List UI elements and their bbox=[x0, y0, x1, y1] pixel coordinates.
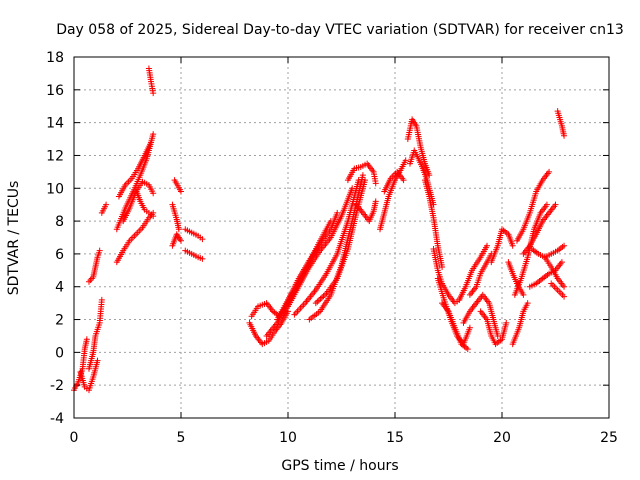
y-tick-label: 2 bbox=[55, 313, 64, 329]
data-track bbox=[98, 201, 110, 216]
data-point bbox=[561, 132, 568, 139]
data-track bbox=[509, 300, 531, 348]
data-track bbox=[85, 247, 103, 285]
data-track bbox=[439, 300, 471, 353]
data-track bbox=[344, 160, 379, 187]
data-track bbox=[171, 177, 184, 195]
y-tick-label: 6 bbox=[55, 247, 64, 263]
data-track bbox=[169, 201, 182, 233]
data-track bbox=[182, 226, 206, 243]
data-track bbox=[133, 186, 157, 220]
x-tick-labels: 0 5 10 15 20 25 bbox=[70, 430, 618, 446]
data-point bbox=[484, 242, 491, 249]
data-track bbox=[477, 308, 510, 348]
x-tick-label: 15 bbox=[386, 430, 404, 446]
data-point bbox=[103, 201, 110, 208]
data-point bbox=[372, 180, 379, 187]
data-point bbox=[561, 293, 568, 300]
data-point bbox=[96, 247, 103, 254]
y-tick-label: 4 bbox=[55, 280, 64, 296]
data-track bbox=[513, 168, 553, 244]
data-track bbox=[430, 245, 463, 307]
x-axis-title: GPS time / hours bbox=[281, 458, 398, 474]
data-point bbox=[150, 90, 157, 97]
data-track bbox=[285, 185, 356, 310]
data-point bbox=[359, 172, 366, 179]
data-point bbox=[561, 283, 568, 290]
data-point bbox=[543, 201, 550, 208]
data-point bbox=[524, 300, 531, 307]
data-point bbox=[199, 255, 206, 262]
data-track bbox=[421, 177, 446, 271]
data-point bbox=[464, 346, 471, 353]
y-tick-label: -4 bbox=[50, 411, 64, 427]
data-point bbox=[426, 172, 433, 179]
data-point bbox=[400, 177, 407, 184]
data-track bbox=[381, 168, 407, 195]
data-point bbox=[334, 209, 341, 216]
data-point bbox=[546, 168, 553, 175]
data-point bbox=[150, 131, 157, 138]
y-tick-label: 16 bbox=[46, 83, 64, 99]
x-tick-label: 20 bbox=[493, 430, 511, 446]
data-track bbox=[274, 209, 341, 323]
chart-title: Day 058 of 2025, Sidereal Day-to-day VTE… bbox=[56, 22, 624, 38]
data-track bbox=[85, 296, 105, 372]
data-track bbox=[520, 201, 559, 257]
data-point bbox=[561, 242, 568, 249]
data-track bbox=[169, 231, 184, 249]
data-point bbox=[503, 319, 510, 326]
x-tick-label: 25 bbox=[600, 430, 618, 446]
y-tick-label: 14 bbox=[46, 116, 64, 132]
data-point bbox=[552, 201, 559, 208]
data-point bbox=[175, 226, 182, 233]
data-point bbox=[558, 259, 565, 266]
data-track bbox=[115, 139, 155, 200]
y-tick-label: 12 bbox=[46, 148, 64, 164]
data-track bbox=[511, 201, 550, 298]
data-track bbox=[182, 247, 206, 262]
y-tick-label: 0 bbox=[55, 345, 64, 361]
data-track bbox=[77, 357, 101, 394]
data-track bbox=[145, 65, 157, 97]
data-point bbox=[178, 188, 184, 195]
y-tick-labels: -4 -2 0 2 4 6 8 10 12 14 16 18 bbox=[46, 50, 64, 427]
data-point bbox=[372, 198, 379, 205]
data-track bbox=[456, 242, 491, 303]
data-track bbox=[460, 291, 501, 339]
data-track bbox=[488, 226, 516, 266]
x-tick-label: 0 bbox=[70, 430, 79, 446]
y-tick-label: 18 bbox=[46, 50, 64, 66]
data-point bbox=[362, 177, 369, 184]
data-track bbox=[548, 280, 568, 300]
data-point bbox=[150, 213, 157, 220]
y-tick-label: -2 bbox=[50, 378, 64, 394]
data-point bbox=[520, 291, 527, 298]
data-track bbox=[541, 254, 568, 290]
data-points bbox=[71, 65, 568, 394]
y-tick-label: 8 bbox=[55, 214, 64, 230]
data-track bbox=[353, 198, 379, 225]
data-track bbox=[554, 108, 568, 139]
data-point bbox=[439, 264, 446, 271]
x-tick-label: 5 bbox=[177, 430, 186, 446]
data-point bbox=[178, 237, 184, 244]
plot-frame bbox=[73, 56, 610, 419]
y-tick-label: 10 bbox=[46, 181, 64, 197]
data-point bbox=[98, 296, 105, 303]
data-point bbox=[150, 190, 157, 197]
data-point bbox=[83, 336, 90, 343]
data-point bbox=[94, 357, 101, 364]
data-point bbox=[199, 236, 206, 243]
data-point bbox=[402, 157, 409, 164]
data-point bbox=[509, 242, 516, 249]
data-point bbox=[494, 332, 501, 339]
data-track bbox=[404, 116, 433, 179]
y-axis-title: SDTVAR / TECUs bbox=[6, 181, 22, 296]
data-point bbox=[466, 324, 473, 331]
x-tick-label: 10 bbox=[279, 430, 297, 446]
data-point bbox=[148, 139, 155, 146]
